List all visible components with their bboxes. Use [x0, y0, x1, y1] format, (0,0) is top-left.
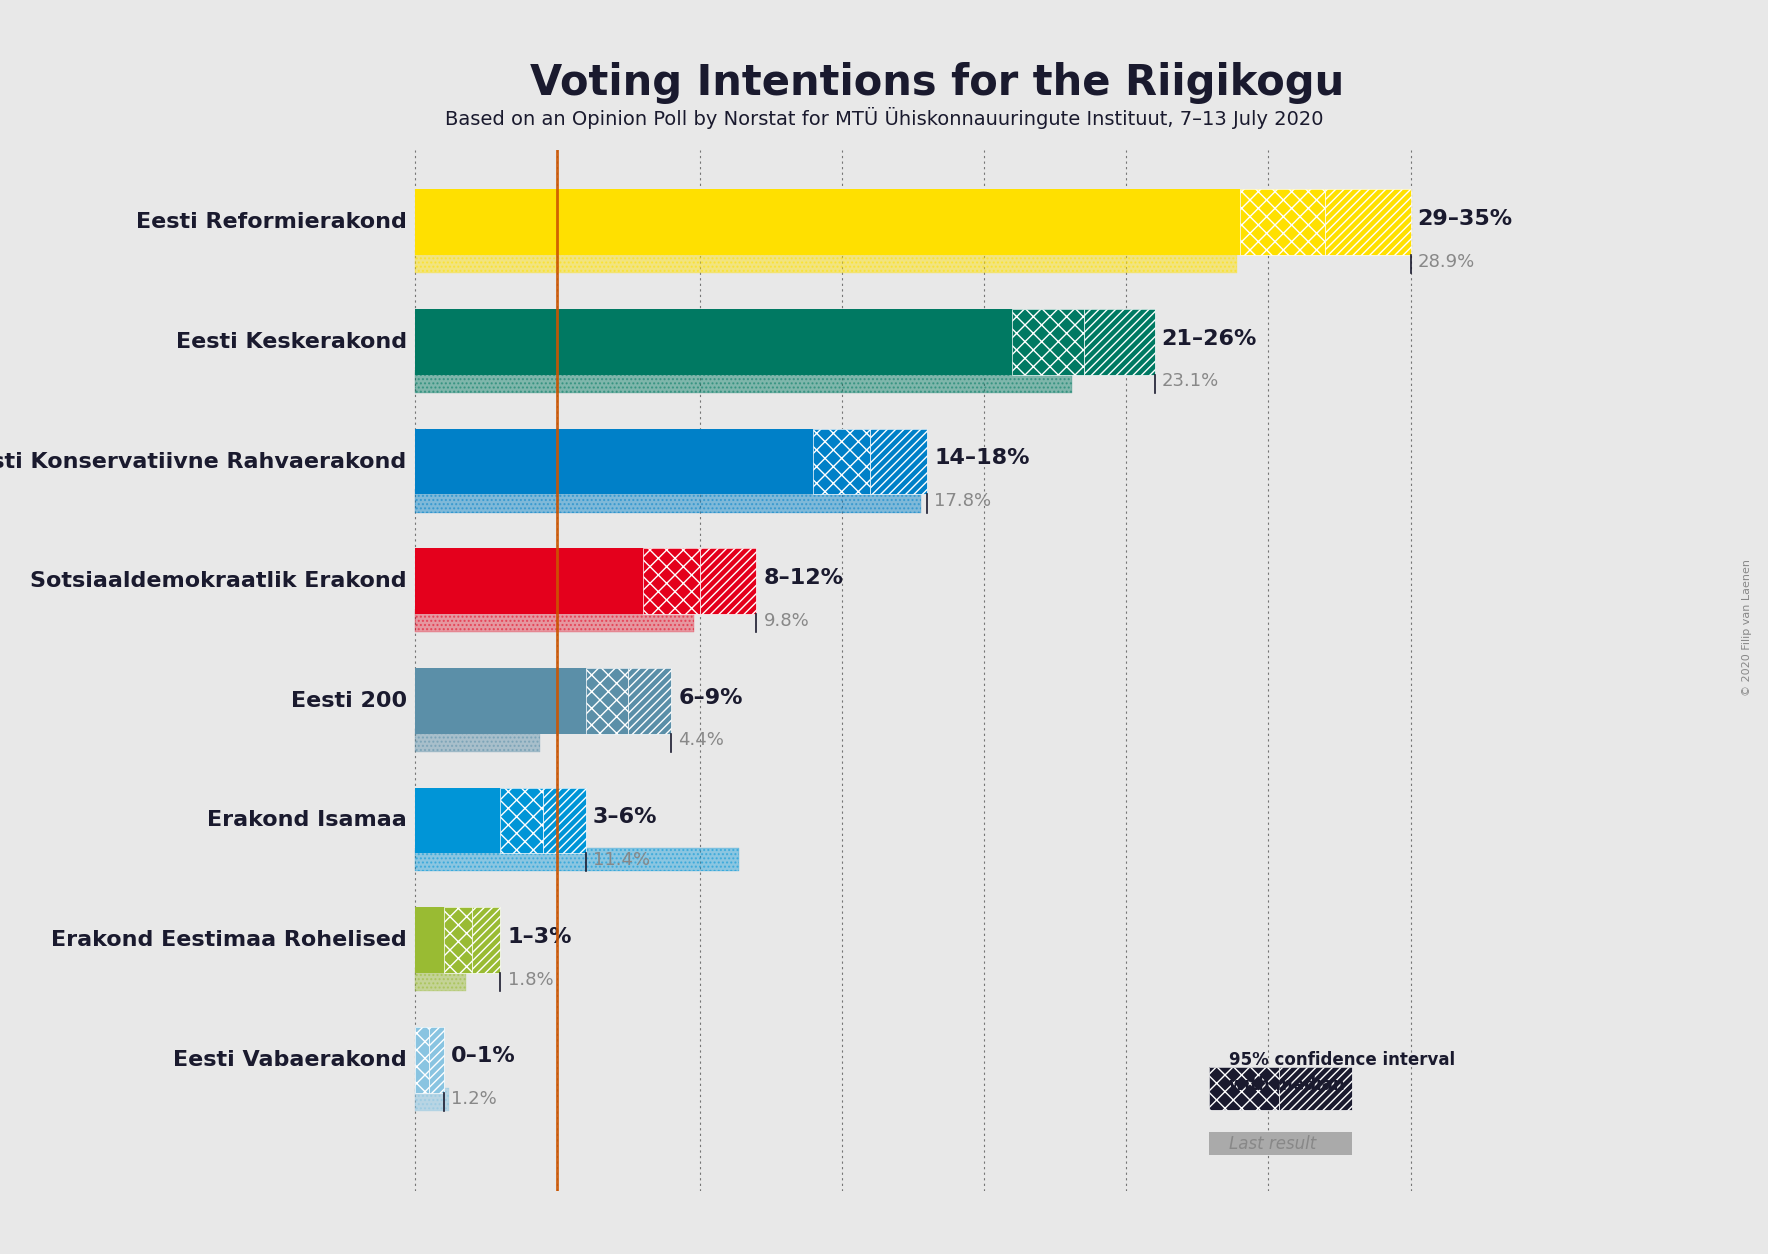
Text: 3–6%: 3–6% [592, 808, 658, 828]
Text: Eesti Keskerakond: Eesti Keskerakond [175, 332, 407, 352]
Bar [1209, 1066, 1353, 1111]
Bar [415, 729, 541, 752]
Text: Erakond Eestimaa Rohelised: Erakond Eestimaa Rohelised [51, 930, 407, 951]
Bar [415, 788, 585, 853]
Bar [415, 968, 467, 991]
Bar [1278, 1066, 1353, 1111]
Bar [585, 668, 628, 734]
Text: 14–18%: 14–18% [934, 448, 1029, 468]
Bar [415, 489, 921, 513]
Text: © 2020 Filip van Laenen: © 2020 Filip van Laenen [1741, 558, 1752, 696]
Text: 1.2%: 1.2% [451, 1090, 497, 1109]
Bar [415, 609, 693, 632]
Bar [415, 1027, 430, 1092]
Bar [644, 548, 700, 614]
Text: 17.8%: 17.8% [934, 492, 992, 510]
Text: Based on an Opinion Poll by Norstat for MTÜ Ühiskonnauuringute Instituut, 7–13 J: Based on an Opinion Poll by Norstat for … [446, 107, 1322, 129]
Bar [415, 429, 926, 494]
Text: with median: with median [1229, 1076, 1344, 1093]
Text: 21–26%: 21–26% [1162, 329, 1257, 349]
Bar [1209, 1132, 1353, 1155]
Bar [415, 1027, 444, 1092]
Bar [700, 548, 757, 614]
Text: Last result: Last result [1229, 1135, 1315, 1152]
Bar [415, 189, 1411, 255]
Text: Eesti Vabaerakond: Eesti Vabaerakond [173, 1050, 407, 1070]
Bar [1084, 308, 1155, 375]
Text: 28.9%: 28.9% [1418, 253, 1475, 271]
Text: Eesti 200: Eesti 200 [290, 691, 407, 711]
Bar [415, 968, 467, 991]
Text: 0–1%: 0–1% [451, 1046, 516, 1066]
Bar [415, 251, 1238, 273]
Bar [472, 907, 500, 973]
Bar [500, 788, 543, 853]
Bar [415, 668, 672, 734]
Text: Eesti Reformierakond: Eesti Reformierakond [136, 212, 407, 232]
Text: 23.1%: 23.1% [1162, 372, 1218, 390]
Bar [415, 548, 757, 614]
Bar [415, 370, 1071, 393]
Title: Voting Intentions for the Riigikogu: Voting Intentions for the Riigikogu [530, 61, 1344, 104]
Bar [415, 729, 541, 752]
Bar [415, 849, 739, 872]
Bar [415, 370, 1071, 393]
Text: 29–35%: 29–35% [1418, 209, 1513, 229]
Bar [415, 251, 1238, 273]
Text: Eesti Konservatiivne Rahvaerakond: Eesti Konservatiivne Rahvaerakond [0, 451, 407, 472]
Text: 9.8%: 9.8% [764, 612, 810, 630]
Text: 1–3%: 1–3% [507, 927, 573, 947]
Bar [628, 668, 672, 734]
Text: 8–12%: 8–12% [764, 568, 843, 588]
Bar [430, 1027, 444, 1092]
Bar [415, 308, 1155, 375]
Bar [1239, 189, 1326, 255]
Text: Erakond Isamaa: Erakond Isamaa [207, 810, 407, 830]
Text: 11.4%: 11.4% [592, 851, 651, 869]
Bar [444, 907, 472, 973]
Bar [415, 907, 500, 973]
Text: 1.8%: 1.8% [507, 971, 553, 988]
Bar [1013, 308, 1084, 375]
Bar [415, 1087, 449, 1111]
Text: 4.4%: 4.4% [679, 731, 725, 750]
Bar [813, 429, 870, 494]
Text: 95% confidence interval: 95% confidence interval [1229, 1051, 1455, 1068]
Bar [415, 609, 693, 632]
Bar [543, 788, 585, 853]
Bar [415, 1087, 449, 1111]
Bar [1209, 1066, 1278, 1111]
Bar [870, 429, 926, 494]
Bar [415, 489, 921, 513]
Bar [1326, 189, 1411, 255]
Text: Sotsiaaldemokraatlik Erakond: Sotsiaaldemokraatlik Erakond [30, 571, 407, 591]
Text: 6–9%: 6–9% [679, 687, 743, 707]
Bar [415, 849, 739, 872]
